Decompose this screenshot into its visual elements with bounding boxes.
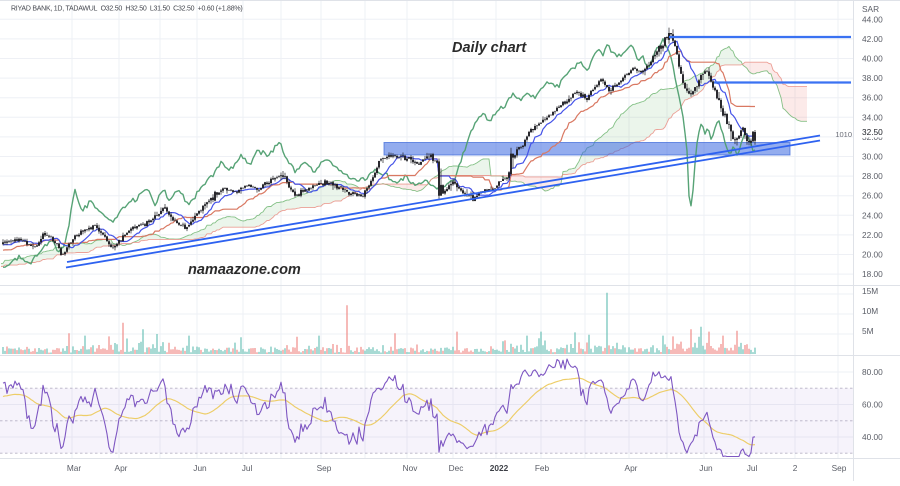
svg-text:30.00: 30.00 xyxy=(862,152,883,162)
svg-text:36.00: 36.00 xyxy=(862,93,883,103)
svg-text:Jun: Jun xyxy=(193,463,207,473)
svg-text:Jun: Jun xyxy=(699,463,713,473)
svg-text:40.00: 40.00 xyxy=(862,432,883,442)
svg-text:38.00: 38.00 xyxy=(862,73,883,83)
svg-text:60.00: 60.00 xyxy=(862,400,883,410)
svg-text:32.50: 32.50 xyxy=(862,127,883,137)
svg-text:34.00: 34.00 xyxy=(862,112,883,122)
svg-text:Feb: Feb xyxy=(535,463,550,473)
svg-text:SAR: SAR xyxy=(862,4,879,14)
svg-text:22.00: 22.00 xyxy=(862,230,883,240)
svg-text:1010: 1010 xyxy=(835,130,852,139)
svg-text:Mar: Mar xyxy=(67,463,82,473)
svg-text:26.00: 26.00 xyxy=(862,191,883,201)
svg-text:RIYAD BANK, 1D, TADAWUL O32.5: RIYAD BANK, 1D, TADAWUL O32.50 H32.50 L3… xyxy=(11,6,242,13)
svg-text:Sep: Sep xyxy=(317,463,332,473)
svg-text:Dec: Dec xyxy=(449,463,464,473)
svg-text:24.00: 24.00 xyxy=(862,210,883,220)
svg-text:15M: 15M xyxy=(862,286,878,296)
svg-text:Apr: Apr xyxy=(625,463,638,473)
svg-text:Daily chart: Daily chart xyxy=(452,40,527,56)
svg-text:42.00: 42.00 xyxy=(862,34,883,44)
svg-text:18.00: 18.00 xyxy=(862,269,883,279)
svg-text:44.00: 44.00 xyxy=(862,14,883,24)
svg-text:20.00: 20.00 xyxy=(862,250,883,260)
svg-text:Sep: Sep xyxy=(832,463,847,473)
svg-text:Nov: Nov xyxy=(403,463,419,473)
svg-text:10M: 10M xyxy=(862,306,878,316)
svg-text:5M: 5M xyxy=(862,326,874,336)
svg-text:28.00: 28.00 xyxy=(862,171,883,181)
svg-text:Apr: Apr xyxy=(115,463,128,473)
svg-text:Jul: Jul xyxy=(747,463,758,473)
svg-text:40.00: 40.00 xyxy=(862,54,883,64)
svg-text:namaazone.com: namaazone.com xyxy=(188,262,301,278)
svg-text:80.00: 80.00 xyxy=(862,367,883,377)
svg-text:2022: 2022 xyxy=(490,463,509,473)
svg-text:Jul: Jul xyxy=(242,463,253,473)
svg-text:2: 2 xyxy=(793,463,798,473)
